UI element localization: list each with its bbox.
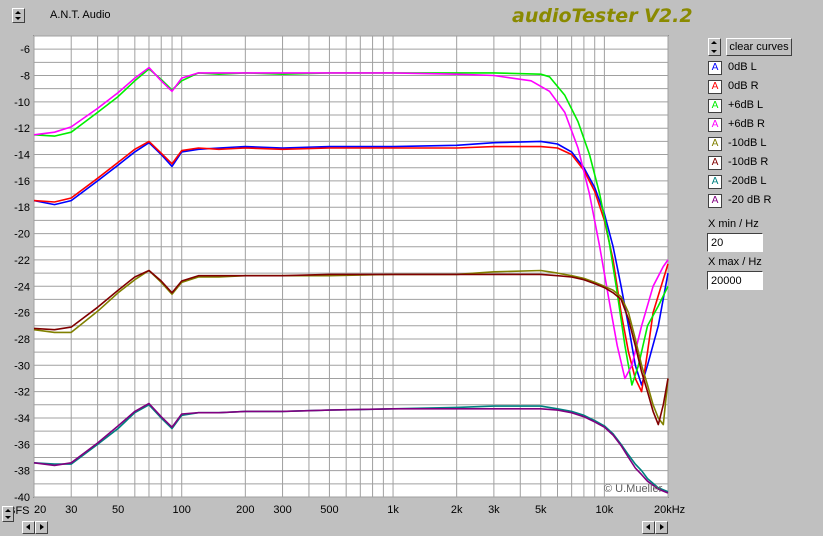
y-tick-label: -34: [14, 413, 30, 425]
copyright-label: © U.Mueller: [604, 483, 663, 495]
y-tick-label: -16: [14, 176, 30, 188]
curve-toggle-icon[interactable]: A: [708, 175, 722, 189]
xmin-input[interactable]: [707, 233, 763, 252]
x-tick-label: 200: [236, 504, 254, 516]
series-line: [33, 140, 669, 393]
top-spinner[interactable]: [12, 8, 25, 23]
curve-toggle-icon[interactable]: A: [708, 61, 722, 75]
y-tick-label: -14: [14, 150, 30, 162]
y-tick-label: -8: [20, 71, 30, 83]
x-tick-labels: 20 30 50 100 200 300 500 1k 2k 3k 5k 10k 20kHz: [34, 504, 685, 516]
x-scroll-left-1[interactable]: [22, 521, 35, 534]
x-tick-label: 20: [34, 504, 46, 516]
x-tick-label: 50: [112, 504, 124, 516]
y-spinner-bottom[interactable]: [2, 506, 14, 522]
x-tick-label: 300: [273, 504, 291, 516]
y-tick-label: -32: [14, 387, 30, 399]
y-tick-label: -38: [14, 466, 30, 478]
x-tick-label: 5k: [535, 504, 547, 516]
xmax-input[interactable]: [707, 271, 763, 290]
curve-toggle-icon[interactable]: A: [708, 194, 722, 208]
series-line: [33, 269, 669, 426]
xmin-label: X min / Hz: [708, 218, 759, 230]
y-tick-label: -18: [14, 202, 30, 214]
x-scroll-right-1[interactable]: [35, 521, 48, 534]
clear-curves-button[interactable]: clear curves: [726, 38, 792, 56]
x-tick-label: 20kHz: [654, 504, 685, 516]
xmax-label: X max / Hz: [708, 256, 762, 268]
x-tick-label: 30: [65, 504, 77, 516]
curve-toggle-icon[interactable]: A: [708, 99, 722, 113]
x-tick-label: 3k: [488, 504, 500, 516]
curve-toggle-icon[interactable]: A: [708, 156, 722, 170]
series-line: [33, 269, 669, 426]
y-tick-label: -40: [14, 492, 30, 504]
x-tick-label: 100: [173, 504, 191, 516]
y-tick-label: -26: [14, 308, 30, 320]
curve-toggle-icon[interactable]: A: [708, 80, 722, 94]
x-tick-label: 10k: [596, 504, 614, 516]
y-tick-label: -6: [20, 44, 30, 56]
x-scroll-right-2[interactable]: [655, 521, 668, 534]
y-tick-label: -12: [14, 123, 30, 135]
curve-toggle-icon[interactable]: A: [708, 118, 722, 132]
curves: [33, 66, 669, 494]
y-tick-label: -10: [14, 97, 30, 109]
plot-area: [33, 35, 669, 498]
x-tick-label: 500: [320, 504, 338, 516]
app-title: audioTester V2.2: [512, 5, 693, 27]
legend-spinner[interactable]: [708, 38, 721, 56]
x-tick-label: 1k: [387, 504, 399, 516]
app-name: A.N.T. Audio: [50, 9, 111, 21]
grid: [33, 35, 669, 498]
y-tick-label: -24: [14, 281, 30, 293]
y-tick-label: -28: [14, 334, 30, 346]
x-scroll-left-2[interactable]: [642, 521, 655, 534]
y-tick-label: -36: [14, 439, 30, 451]
x-tick-label: 2k: [451, 504, 463, 516]
series-line: [33, 66, 669, 380]
y-tick-label: -20: [14, 229, 30, 241]
curve-toggle-icon[interactable]: A: [708, 137, 722, 151]
y-tick-label: -22: [14, 255, 30, 267]
y-tick-label: -30: [14, 360, 30, 372]
series-line: [33, 140, 669, 386]
y-tick-labels: -6 -8 -10 -12 -14 -16 -18 -20 -22 -24 -26 -28 -30 -32…: [14, 44, 30, 504]
series-line: [33, 402, 669, 494]
